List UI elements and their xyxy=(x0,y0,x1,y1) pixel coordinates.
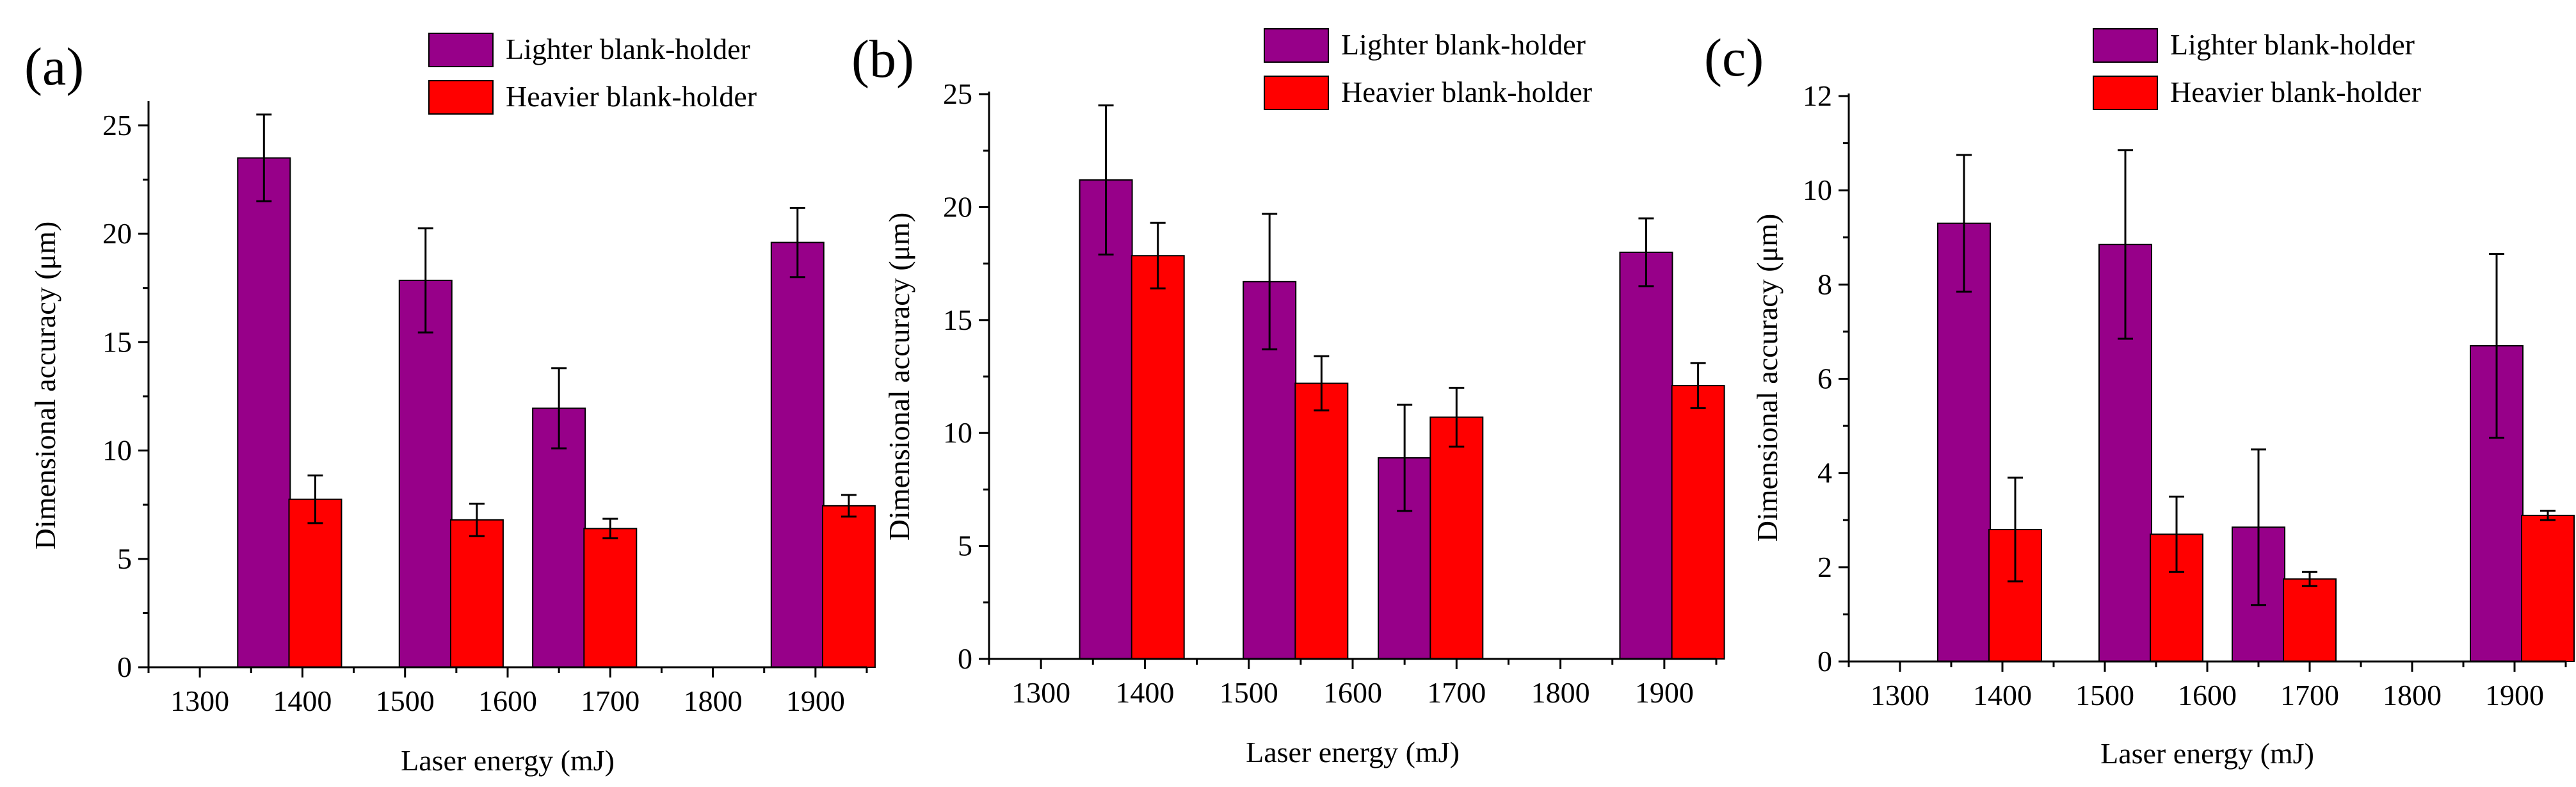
legend-swatch xyxy=(428,33,494,67)
x-tick-label: 1300 xyxy=(1871,679,1929,711)
x-tick-label: 1300 xyxy=(1011,676,1070,709)
legend-label: Heavier blank-holder xyxy=(2170,76,2421,108)
x-tick-label: 1400 xyxy=(273,685,332,717)
bar xyxy=(770,241,825,669)
x-tick-label: 1800 xyxy=(684,685,743,717)
x-tick-label: 1500 xyxy=(2075,679,2134,711)
bar xyxy=(1619,251,1673,660)
x-tick-label: 1700 xyxy=(2280,679,2339,711)
x-tick-label: 1600 xyxy=(478,685,537,717)
legend-swatch xyxy=(428,80,494,115)
bar xyxy=(449,519,504,668)
y-axis-title: Dimensional accuracy (μm) xyxy=(29,222,61,550)
legend-label: Lighter blank-holder xyxy=(2170,28,2415,61)
y-tick-label: 2 xyxy=(1817,551,1832,583)
x-tick-label: 1700 xyxy=(1427,676,1486,709)
x-tick-label: 1600 xyxy=(2178,679,2237,711)
bar xyxy=(1131,255,1185,660)
bar xyxy=(2150,533,2203,663)
x-tick-label: 1700 xyxy=(581,685,640,717)
panel-c: 0 2 4 6 8 10 12 1300 1400 1500 1600 1700 1800 1900 Las… xyxy=(1704,28,2575,770)
bar xyxy=(237,157,291,669)
x-tick-label: 1800 xyxy=(1531,676,1590,709)
y-tick-label: 15 xyxy=(102,325,132,358)
x-tick-label: 1500 xyxy=(1220,676,1278,709)
x-axis-title: Laser energy (mJ) xyxy=(1246,736,1460,768)
y-tick-label: 20 xyxy=(102,217,132,250)
bar xyxy=(288,498,342,668)
legend-swatch xyxy=(1264,76,1329,110)
bar xyxy=(2283,578,2337,663)
y-tick-label: 0 xyxy=(1817,645,1832,677)
y-tick-label: 0 xyxy=(117,651,132,683)
x-tick-label: 1900 xyxy=(2485,679,2544,711)
y-tick-label: 25 xyxy=(102,109,132,142)
panel-b: 0 5 10 15 20 25 1300 1400 1500 1600 1700 1800 1900 La… xyxy=(851,28,1725,768)
y-axis-title: Dimensional accuracy (μm) xyxy=(883,213,915,541)
legend-label: Lighter blank-holder xyxy=(1341,28,1586,61)
y-tick-label: 12 xyxy=(1803,79,1832,112)
panel-a: 0 5 10 15 20 25 1300 1400 1500 1600 1700 1800 1900 La… xyxy=(24,33,876,777)
legend-label: Lighter blank-holder xyxy=(506,33,750,65)
y-tick-label: 20 xyxy=(943,190,972,223)
legend-swatch xyxy=(2093,28,2158,63)
legend: Lighter blank-holder Heavier blank-holder xyxy=(428,33,757,115)
legend-swatch xyxy=(2093,76,2158,110)
y-tick-label: 10 xyxy=(1803,174,1832,206)
y-tick-label: 4 xyxy=(1817,457,1832,489)
bar xyxy=(583,528,638,669)
legend-label: Heavier blank-holder xyxy=(506,80,757,113)
x-tick-label: 1900 xyxy=(786,685,845,717)
bar xyxy=(398,279,453,669)
y-tick-label: 15 xyxy=(943,304,972,336)
bar xyxy=(821,505,876,668)
panel-label: (c) xyxy=(1704,28,1764,88)
x-tick-label: 1300 xyxy=(170,685,229,717)
x-axis-title: Laser energy (mJ) xyxy=(401,744,615,777)
x-tick-label: 1900 xyxy=(1635,676,1694,709)
x-tick-label: 1800 xyxy=(2383,679,2442,711)
y-axis-title: Dimensional accuracy (μm) xyxy=(1751,214,1783,542)
legend-label: Heavier blank-holder xyxy=(1341,76,1592,108)
panel-label: (a) xyxy=(24,37,84,97)
x-tick-label: 1500 xyxy=(376,685,435,717)
legend: Lighter blank-holder Heavier blank-holder xyxy=(2093,28,2421,110)
bar xyxy=(1294,382,1349,660)
bar xyxy=(1937,222,1991,662)
y-tick-label: 10 xyxy=(102,434,132,467)
legend-swatch xyxy=(1264,28,1329,63)
y-tick-label: 5 xyxy=(958,530,972,562)
y-tick-label: 8 xyxy=(1817,268,1832,300)
bar xyxy=(1429,416,1484,660)
x-tick-label: 1400 xyxy=(1115,676,1174,709)
x-axis-title: Laser energy (mJ) xyxy=(2100,737,2314,770)
bar xyxy=(1671,385,1725,660)
bar xyxy=(2521,514,2575,662)
x-tick-label: 1400 xyxy=(1973,679,2032,711)
panel-label: (b) xyxy=(851,29,914,89)
y-tick-label: 5 xyxy=(117,542,132,575)
y-tick-label: 10 xyxy=(943,416,972,449)
legend: Lighter blank-holder Heavier blank-holder xyxy=(1264,28,1592,110)
y-tick-label: 6 xyxy=(1817,362,1832,395)
y-tick-label: 25 xyxy=(943,77,972,110)
x-tick-label: 1600 xyxy=(1323,676,1382,709)
y-tick-label: 0 xyxy=(958,642,972,675)
